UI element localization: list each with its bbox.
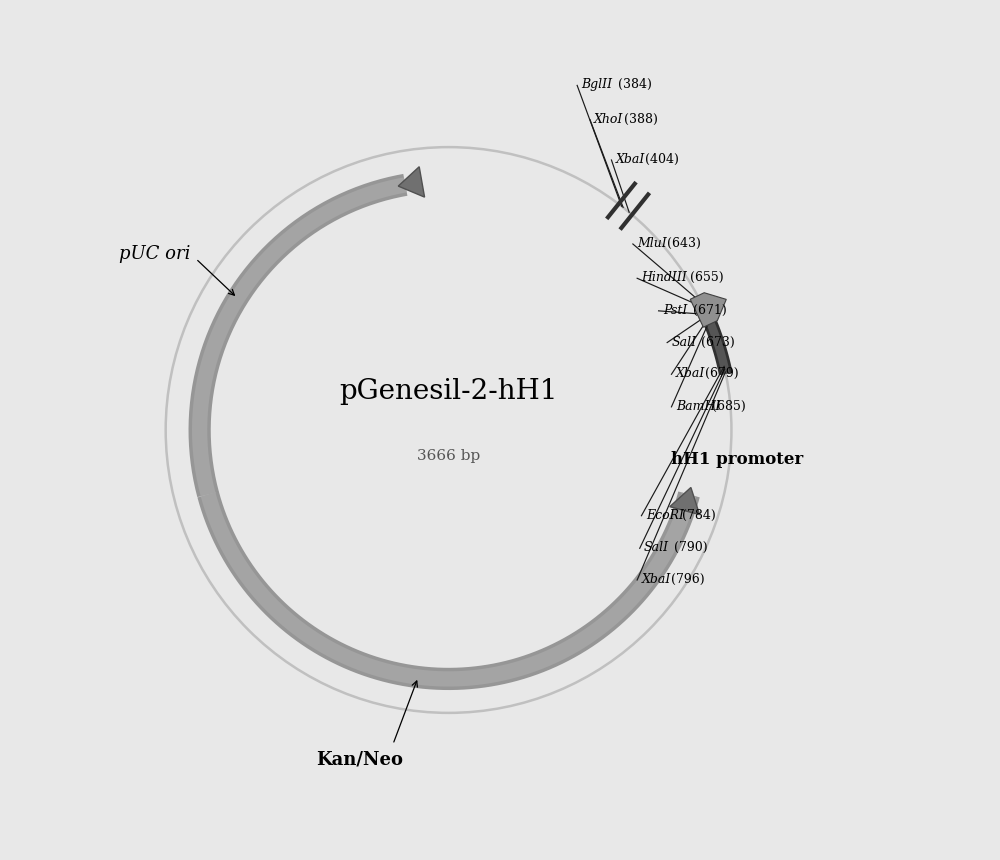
Text: pUC ori: pUC ori bbox=[119, 244, 190, 262]
Text: HindIII: HindIII bbox=[641, 271, 687, 285]
Text: PstI: PstI bbox=[663, 304, 687, 316]
Text: (673): (673) bbox=[697, 335, 735, 348]
Text: (790): (790) bbox=[670, 541, 707, 555]
Polygon shape bbox=[670, 488, 700, 514]
Text: BglII: BglII bbox=[581, 78, 613, 91]
Text: XbaI: XbaI bbox=[641, 573, 671, 586]
Text: Kan/Neo: Kan/Neo bbox=[316, 750, 403, 768]
Text: 3666 bp: 3666 bp bbox=[417, 449, 480, 463]
Text: XbaI: XbaI bbox=[676, 367, 705, 380]
Polygon shape bbox=[398, 167, 425, 197]
Text: (388): (388) bbox=[620, 113, 658, 126]
Text: (784): (784) bbox=[678, 509, 716, 522]
Text: (655): (655) bbox=[686, 271, 724, 285]
Text: (404): (404) bbox=[641, 153, 679, 166]
Text: XhoI: XhoI bbox=[594, 113, 624, 126]
Text: (643): (643) bbox=[663, 237, 701, 250]
Text: BamHI: BamHI bbox=[676, 400, 720, 413]
Text: (384): (384) bbox=[614, 78, 651, 91]
Text: (685): (685) bbox=[708, 400, 746, 413]
Polygon shape bbox=[690, 292, 726, 327]
Text: SalI: SalI bbox=[644, 541, 669, 555]
Text: (796): (796) bbox=[667, 573, 705, 586]
Text: hH1 promoter: hH1 promoter bbox=[671, 452, 804, 469]
Text: (679): (679) bbox=[701, 367, 739, 380]
Text: SalI: SalI bbox=[671, 335, 697, 348]
Text: (671): (671) bbox=[689, 304, 726, 316]
Text: EcoRI: EcoRI bbox=[646, 509, 684, 522]
Text: pGenesil-2-hH1: pGenesil-2-hH1 bbox=[339, 378, 558, 405]
Text: XbaI: XbaI bbox=[616, 153, 645, 166]
Text: MluI: MluI bbox=[637, 237, 667, 250]
